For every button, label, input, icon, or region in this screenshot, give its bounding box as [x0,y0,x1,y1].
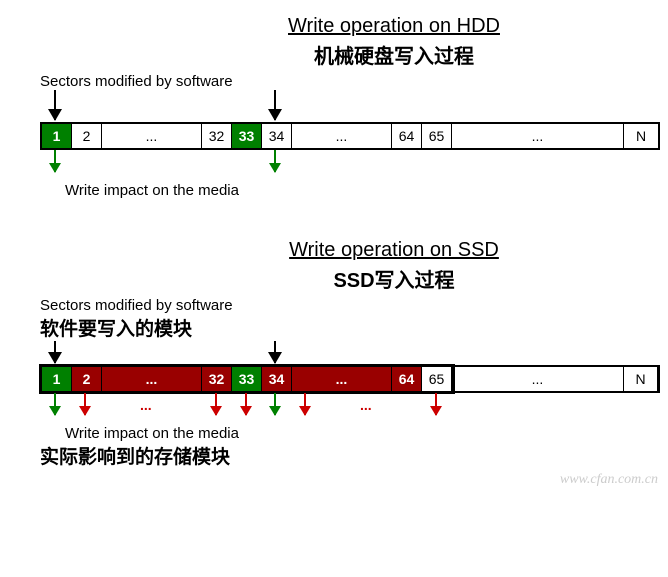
ssd-section: Write operation on SSD SSD写入过程 Sectors m… [20,239,648,469]
ssd-title-cn: SSD写入过程 [20,264,648,293]
hdd-section: Write operation on HDD 机械硬盘写入过程 Sectors … [20,15,648,199]
sector-cell: 2 [72,367,102,391]
sector-cell: ... [452,367,624,391]
sector-cell: 65 [422,124,452,148]
sector-cell: 34 [262,124,292,148]
ssd-top-arrows [40,341,648,365]
arrow-impact-icon [245,393,247,415]
sector-cell: ... [292,124,392,148]
hdd-label-bottom: Write impact on the media [65,182,648,199]
ssd-sector-row: 12...323334...6465...N [40,365,660,393]
arrow-down-icon [274,341,276,363]
sector-cell: 1 [42,367,72,391]
hdd-top-arrows [40,90,648,122]
sector-cell: 65 [422,367,452,391]
watermark: www.cfan.com.cn [560,472,658,488]
ssd-label-bottom-en: Write impact on the media [65,425,648,442]
sector-cell: 64 [392,367,422,391]
arrow-down-icon [54,341,56,363]
sector-cell: ... [292,367,392,391]
arrow-down-icon [274,90,276,120]
sector-cell: 2 [72,124,102,148]
ellipsis-red: ... [140,397,152,413]
sector-cell: 32 [202,124,232,148]
sector-cell: N [624,367,658,391]
ellipsis-red: ... [360,397,372,413]
arrow-write-icon [54,150,56,172]
ssd-label-bottom-cn: 实际影响到的存储模块 [40,442,648,469]
sector-cell: ... [102,124,202,148]
ssd-label-top-cn: 软件要写入的模块 [40,314,648,341]
hdd-title-en: Write operation on HDD [20,15,648,38]
sector-cell: 32 [202,367,232,391]
sector-cell: ... [102,367,202,391]
sector-cell: 33 [232,124,262,148]
sector-cell: 1 [42,124,72,148]
hdd-title-cn: 机械硬盘写入过程 [20,40,648,69]
arrow-impact-icon [215,393,217,415]
ssd-title-en: Write operation on SSD [20,239,648,262]
hdd-label-top: Sectors modified by software [40,73,648,90]
arrow-impact-icon [435,393,437,415]
arrow-impact-icon [84,393,86,415]
arrow-write-icon [54,393,56,415]
ssd-bottom-arrows: ...... [40,393,648,423]
sector-cell: 34 [262,367,292,391]
sector-cell: ... [452,124,624,148]
arrow-write-icon [274,393,276,415]
sector-cell: 33 [232,367,262,391]
sector-cell: N [624,124,658,148]
hdd-sector-row: 12...323334...6465...N [40,122,660,150]
ssd-label-top-en: Sectors modified by software [40,297,648,314]
sector-cell: 64 [392,124,422,148]
arrow-write-icon [274,150,276,172]
hdd-bottom-arrows [40,150,648,180]
arrow-impact-icon [304,393,306,415]
arrow-down-icon [54,90,56,120]
